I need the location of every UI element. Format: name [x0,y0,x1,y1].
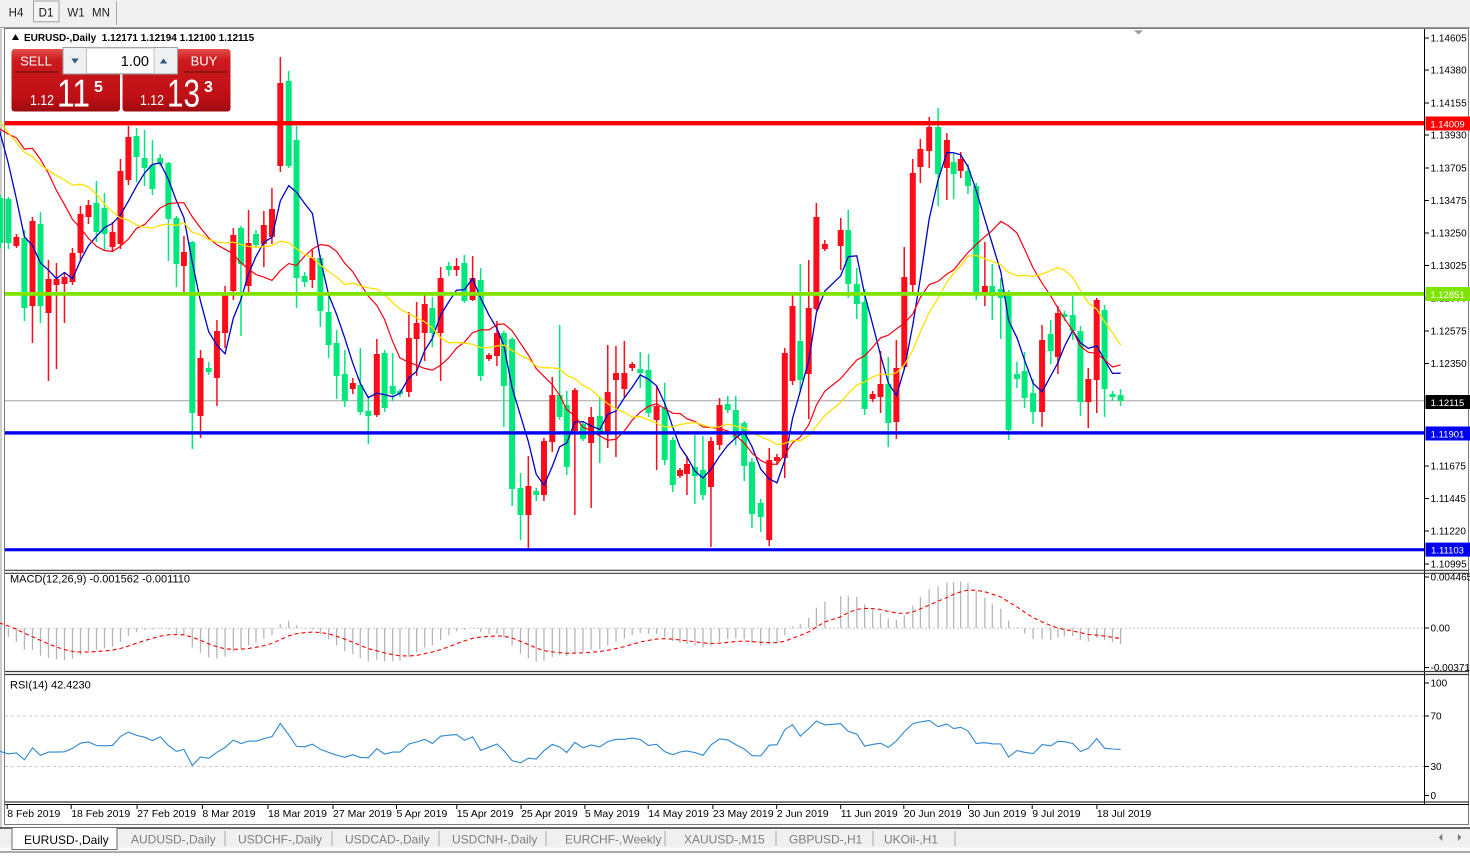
svg-text:13: 13 [167,73,200,116]
svg-text:MACD(12,26,9) -0.001562 -0.001: MACD(12,26,9) -0.001562 -0.001110 [10,574,190,586]
svg-text:30 Jun 2019: 30 Jun 2019 [969,808,1027,820]
svg-text:25 Apr 2019: 25 Apr 2019 [521,808,578,820]
svg-text:USDCAD-,Daily: USDCAD-,Daily [345,833,430,847]
svg-text:2 Jun 2019: 2 Jun 2019 [777,808,829,820]
svg-text:0: 0 [1431,791,1437,802]
svg-text:AUDUSD-,Daily: AUDUSD-,Daily [131,833,216,847]
svg-text:23 May 2019: 23 May 2019 [713,808,774,820]
svg-text:SELL: SELL [20,54,52,69]
svg-text:5: 5 [94,79,103,96]
svg-text:USDCHF-,Daily: USDCHF-,Daily [238,833,322,847]
svg-text:14 May 2019: 14 May 2019 [648,808,709,820]
svg-text:1.12350: 1.12350 [1431,359,1468,370]
svg-text:D1: D1 [39,8,54,20]
svg-text:-0.003715: -0.003715 [1431,663,1470,674]
svg-text:1.11675: 1.11675 [1431,462,1467,473]
svg-text:8 Feb 2019: 8 Feb 2019 [7,808,60,820]
svg-text:15 Apr 2019: 15 Apr 2019 [457,808,514,820]
svg-text:100: 100 [1431,679,1448,690]
svg-text:USDCNH-,Daily: USDCNH-,Daily [452,833,537,847]
svg-text:1.13025: 1.13025 [1431,261,1468,272]
svg-text:1.12575: 1.12575 [1431,327,1468,338]
svg-text:18 Mar 2019: 18 Mar 2019 [268,808,327,820]
svg-text:1.12115: 1.12115 [1431,398,1465,409]
svg-text:1.11901: 1.11901 [1431,429,1465,440]
svg-text:1.13250: 1.13250 [1431,229,1468,240]
svg-text:0.00: 0.00 [1431,624,1451,635]
svg-text:W1: W1 [67,8,84,20]
svg-text:XAUUSD-,M15: XAUUSD-,M15 [684,833,765,847]
svg-text:27 Feb 2019: 27 Feb 2019 [137,808,196,820]
svg-text:1.13475: 1.13475 [1431,196,1468,207]
svg-text:EURUSD-,Daily 1.12171 1.12194: EURUSD-,Daily 1.12171 1.12194 1.12100 1.… [24,33,255,44]
svg-text:RSI(14) 42.4230: RSI(14) 42.4230 [10,680,91,692]
svg-text:1.10995: 1.10995 [1431,560,1468,571]
svg-text:3: 3 [204,79,213,96]
svg-text:1.14009: 1.14009 [1430,119,1464,130]
svg-text:1.14155: 1.14155 [1431,99,1468,110]
svg-text:1.14380: 1.14380 [1431,66,1468,77]
svg-text:18 Feb 2019: 18 Feb 2019 [71,808,130,820]
svg-text:1.11220: 1.11220 [1431,527,1467,538]
svg-text:GBPUSD-,H1: GBPUSD-,H1 [789,833,863,847]
svg-text:30: 30 [1431,762,1443,773]
svg-text:1.12: 1.12 [30,92,54,109]
svg-text:9 Jul 2019: 9 Jul 2019 [1032,808,1081,820]
svg-text:1.13930: 1.13930 [1431,131,1468,142]
svg-text:1.12851: 1.12851 [1430,290,1464,301]
svg-text:8 Mar 2019: 8 Mar 2019 [202,808,255,820]
svg-text:1.14605: 1.14605 [1431,34,1468,45]
svg-text:5 Apr 2019: 5 Apr 2019 [397,808,448,820]
svg-text:1.00: 1.00 [121,54,149,70]
svg-text:EURCHF-,Weekly: EURCHF-,Weekly [565,833,661,847]
svg-text:BUY: BUY [191,54,218,69]
svg-text:1.12: 1.12 [140,92,164,109]
svg-text:H4: H4 [9,8,24,20]
svg-text:27 Mar 2019: 27 Mar 2019 [333,808,392,820]
svg-text:1.13705: 1.13705 [1431,164,1468,175]
svg-text:MN: MN [92,8,110,20]
svg-text:1.11445: 1.11445 [1431,494,1467,505]
svg-text:0.004465: 0.004465 [1431,573,1470,584]
svg-text:18 Jul 2019: 18 Jul 2019 [1097,808,1151,820]
svg-text:70: 70 [1431,712,1443,723]
svg-text:EURUSD-,Daily: EURUSD-,Daily [24,833,109,847]
svg-text:1.11103: 1.11103 [1431,545,1464,556]
svg-text:UKOil-,H1: UKOil-,H1 [884,833,938,847]
svg-text:20 Jun 2019: 20 Jun 2019 [904,808,962,820]
svg-text:5 May 2019: 5 May 2019 [585,808,640,820]
svg-text:11 Jun 2019: 11 Jun 2019 [841,808,898,820]
svg-text:11: 11 [57,73,90,116]
